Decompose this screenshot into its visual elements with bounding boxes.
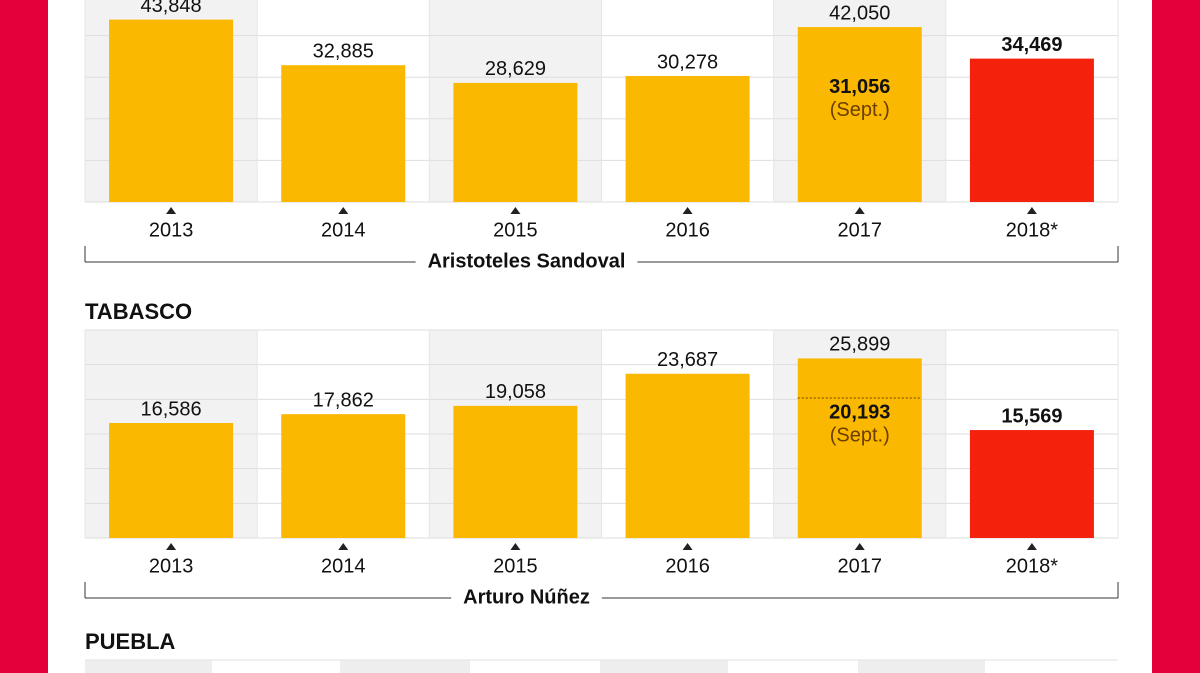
value-label: 17,862 [313, 389, 374, 411]
tick-marker [338, 543, 349, 550]
bar [625, 373, 750, 538]
bar [109, 423, 234, 538]
x-tick-label: 2018* [1006, 219, 1058, 241]
value-label: 30,278 [657, 51, 718, 73]
x-tick-label: 2014 [321, 219, 366, 241]
value-label: 15,569 [1001, 405, 1062, 427]
value-label: 16,586 [140, 398, 201, 420]
bar [453, 82, 578, 202]
x-tick-label: 2018* [1006, 555, 1058, 577]
bar [109, 19, 234, 203]
bar [625, 76, 750, 202]
bar [453, 405, 578, 538]
value-label: 28,629 [485, 58, 546, 80]
tick-marker [510, 207, 521, 214]
tick-marker [682, 207, 693, 214]
value-label: 19,058 [485, 381, 546, 403]
bar [797, 27, 922, 202]
tick-marker [166, 543, 177, 550]
x-tick-label: 2017 [838, 555, 883, 577]
bar [969, 430, 1094, 538]
column-shade [85, 660, 212, 673]
period-label: Aristoteles Sandoval [428, 250, 626, 272]
bar [969, 58, 1094, 202]
chart-title: PUEBLA [85, 629, 176, 654]
value-label: 25,899 [829, 334, 890, 356]
tick-marker [854, 207, 865, 214]
frame-left [0, 0, 48, 673]
annotation-text: (Sept.) [830, 424, 890, 446]
value-label: 34,469 [1001, 34, 1062, 56]
x-tick-label: 2013 [149, 555, 194, 577]
value-label: 32,885 [313, 40, 374, 62]
x-tick-label: 2014 [321, 555, 366, 577]
value-label: 42,050 [829, 2, 890, 24]
bar [797, 358, 922, 538]
column-shade [858, 660, 985, 673]
x-tick-label: 2015 [493, 219, 538, 241]
period-label-bg [451, 586, 602, 610]
value-label: 23,687 [657, 349, 718, 371]
annotation-value: 20,193 [829, 401, 890, 423]
tick-marker [338, 207, 349, 214]
bar [281, 65, 406, 203]
chart-title: TABASCO [85, 299, 192, 324]
x-tick-label: 2013 [149, 219, 194, 241]
tick-marker [1026, 543, 1037, 550]
x-tick-label: 2016 [665, 555, 710, 577]
x-tick-label: 2015 [493, 555, 538, 577]
tick-marker [1026, 207, 1037, 214]
tick-marker [854, 543, 865, 550]
period-label: Arturo Núñez [463, 586, 590, 608]
tick-marker [510, 543, 521, 550]
value-label: 43,848 [140, 0, 201, 17]
column-shade [340, 660, 470, 673]
tick-marker [166, 207, 177, 214]
period-label-bg [415, 250, 638, 274]
annotation-text: (Sept.) [830, 99, 890, 121]
tick-marker [682, 543, 693, 550]
frame-right [1152, 0, 1200, 673]
annotation-value: 31,056 [829, 76, 890, 98]
bar [281, 414, 406, 538]
x-tick-label: 2017 [838, 219, 883, 241]
x-tick-label: 2016 [665, 219, 710, 241]
column-shade [600, 660, 728, 673]
